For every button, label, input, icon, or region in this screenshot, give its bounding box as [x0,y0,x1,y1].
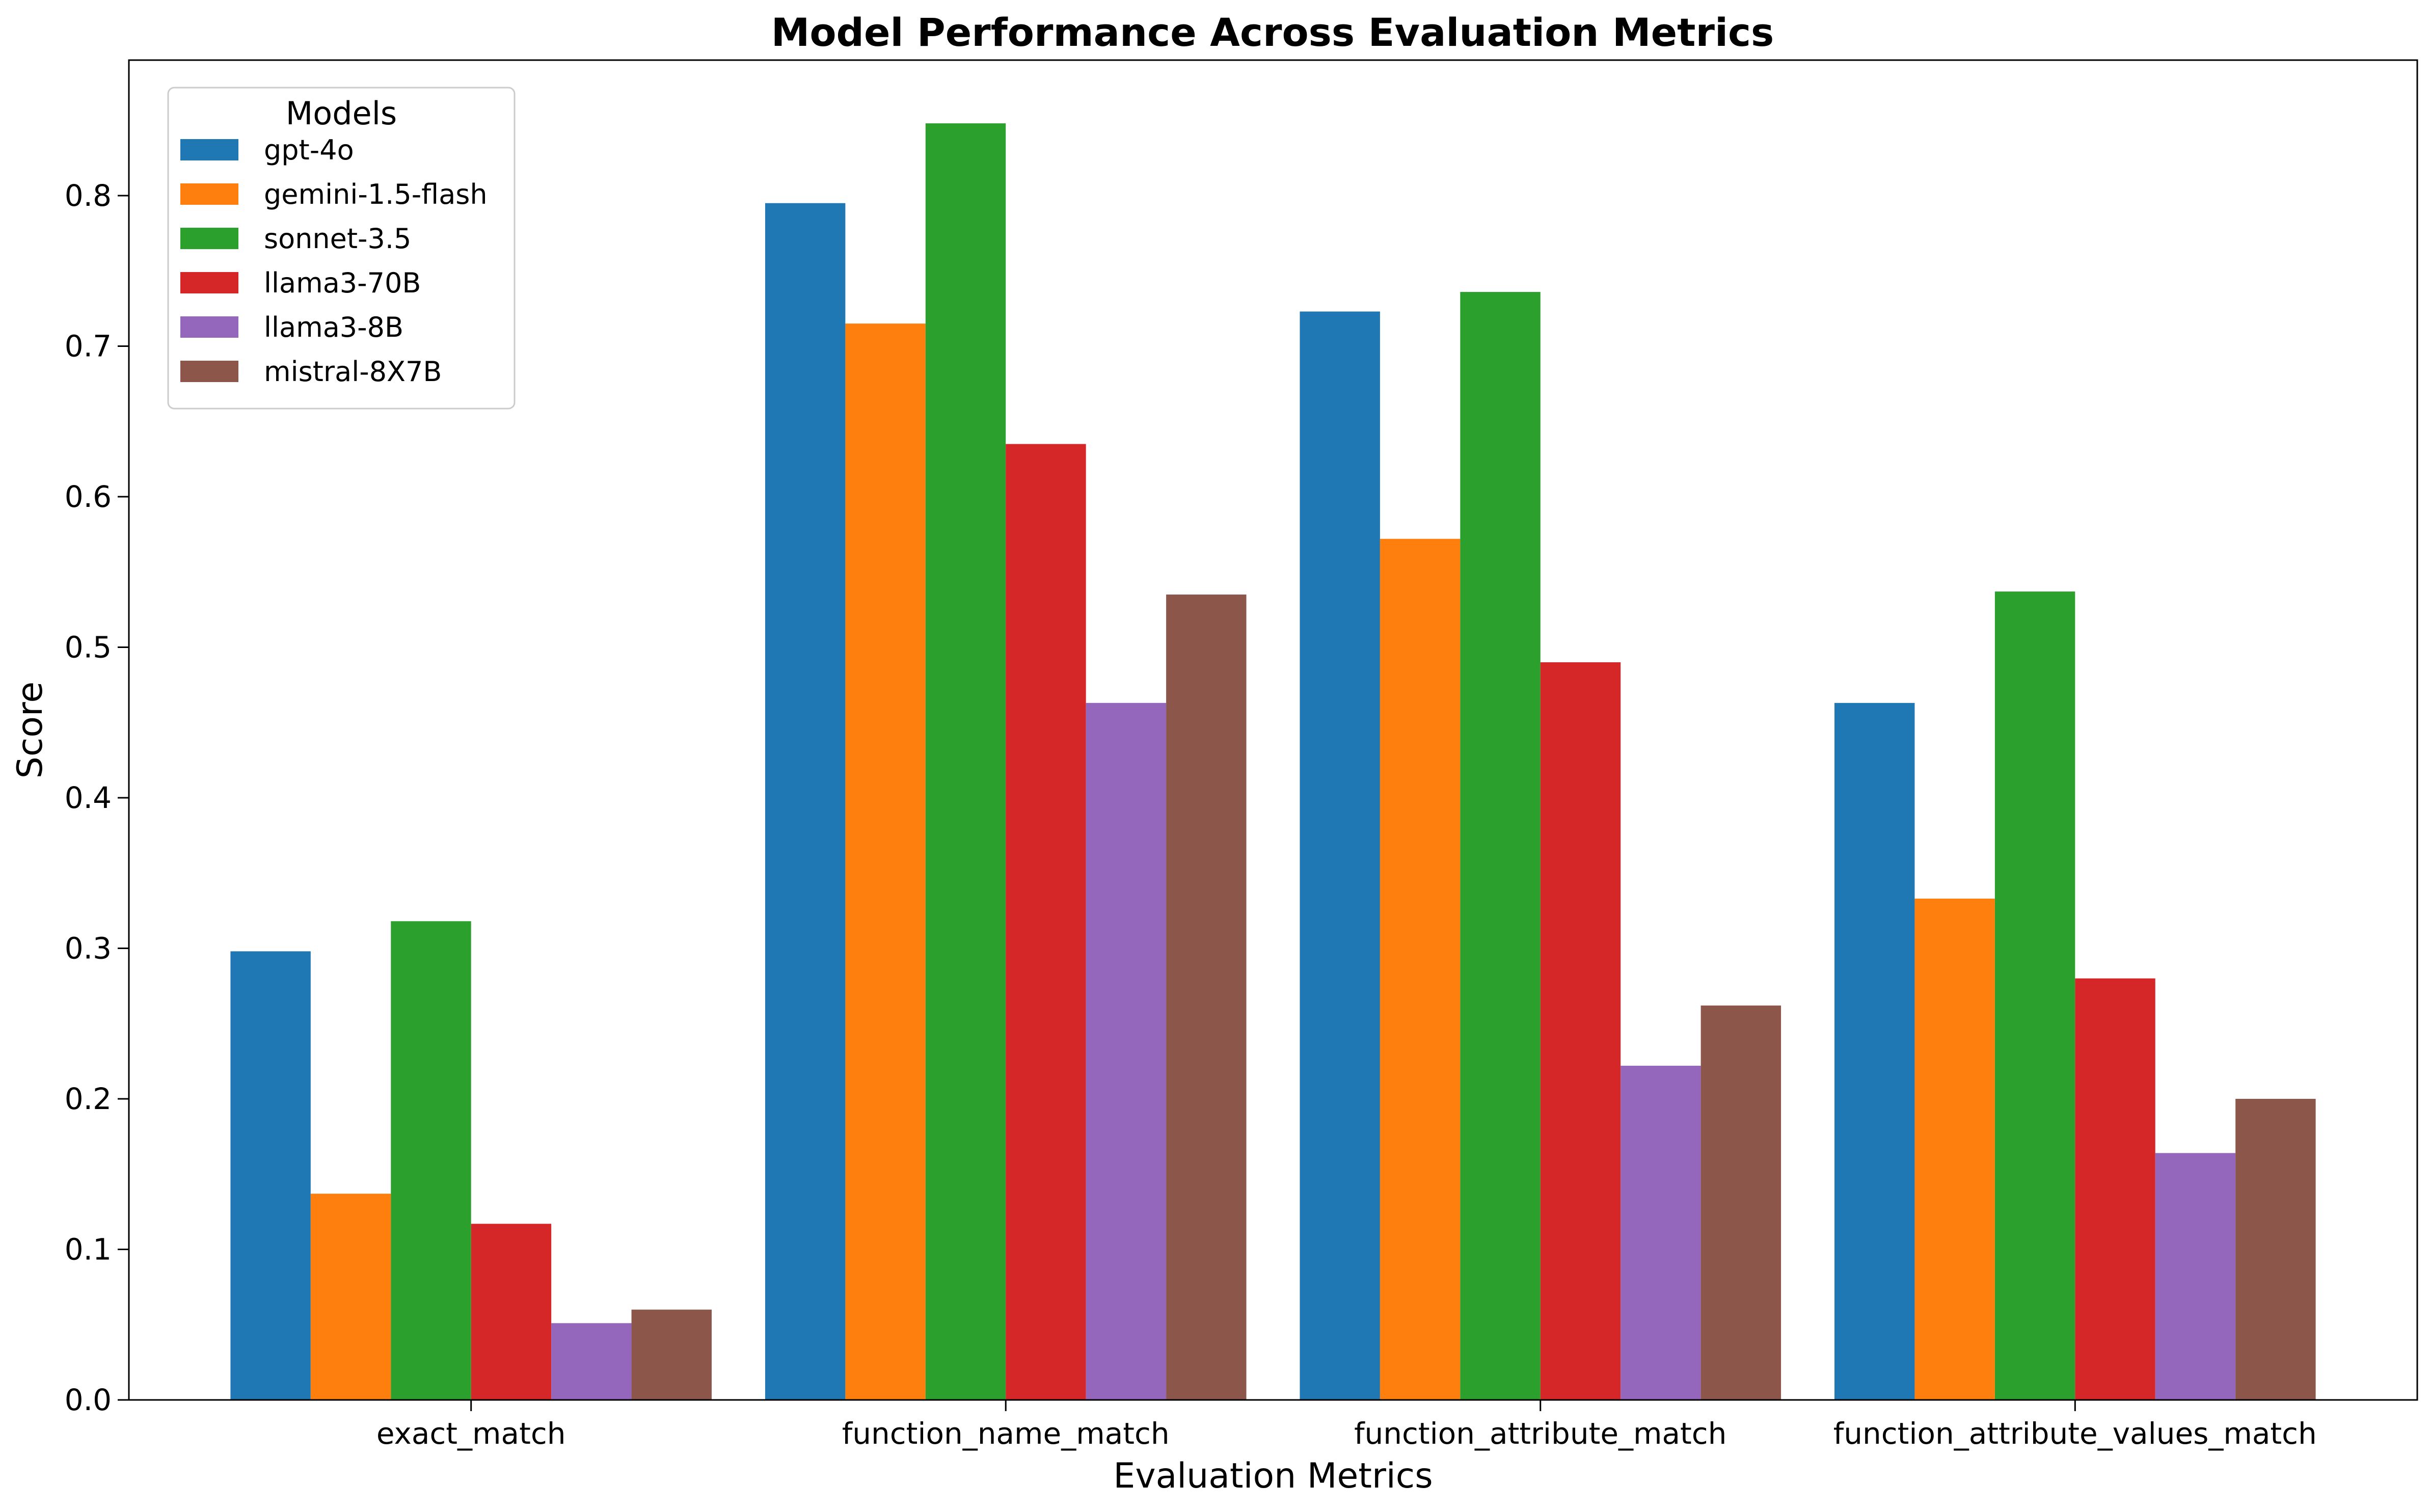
bar-gemini-1.5-flash-function_attribute_match [1380,538,1461,1400]
bar-sonnet-3.5-function_attribute_values_match [1994,591,2075,1400]
chart-title: Model Performance Across Evaluation Metr… [771,10,1774,55]
y-tick-label: 0.7 [65,329,112,363]
bar-gpt-4o-function_attribute_values_match [1834,703,1915,1400]
x-axis: exact_match function_name_match function_a… [376,1400,2317,1451]
legend-label: mistral-8X7B [264,356,442,388]
bar-sonnet-3.5-function_attribute_match [1460,292,1541,1400]
bars-group [230,123,2316,1400]
legend-title: Models [286,95,397,132]
legend-swatch [180,228,238,249]
bar-llama3-8B-function_attribute_match [1621,1065,1701,1400]
y-tick-label: 0.8 [65,178,112,213]
bar-sonnet-3.5-exact_match [391,921,471,1400]
legend-label: llama3-8B [264,311,403,343]
bar-mistral-8X7B-exact_match [631,1309,712,1400]
legend-swatch [180,361,238,382]
y-tick-label: 0.4 [65,780,112,815]
x-axis-label: Evaluation Metrics [1113,1456,1433,1496]
legend-label: gemini-1.5-flash [264,178,488,210]
bar-mistral-8X7B-function_attribute_match [1700,1005,1781,1400]
bar-llama3-8B-function_attribute_values_match [2155,1153,2236,1400]
bar-sonnet-3.5-function_name_match [925,123,1006,1400]
y-tick-label: 0.5 [65,630,112,664]
bar-mistral-8X7B-function_attribute_values_match [2235,1098,2316,1400]
legend-swatch [180,316,238,338]
y-tick-label: 0.3 [65,931,112,965]
plot-frame [128,59,2418,1401]
legend-box [167,87,516,410]
x-tick-label: function_attribute_values_match [1833,1416,2317,1451]
bar-gpt-4o-function_attribute_match [1300,311,1380,1400]
bar-llama3-8B-function_name_match [1086,703,1167,1400]
bar-gemini-1.5-flash-function_name_match [845,323,926,1400]
bar-llama3-70B-exact_match [471,1224,552,1400]
legend-label: sonnet-3.5 [264,223,411,255]
bar-llama3-8B-exact_match [551,1323,632,1400]
y-tick-label: 0.2 [65,1082,112,1116]
y-tick-label: 0.1 [65,1232,112,1266]
bar-llama3-70B-function_name_match [1006,444,1086,1400]
x-tick-label: exact_match [376,1416,566,1451]
bar-gpt-4o-exact_match [230,951,311,1400]
bar-llama3-70B-function_attribute_values_match [2075,978,2155,1400]
y-axis-label: Score [10,682,50,778]
x-tick-label: function_attribute_match [1354,1416,1726,1451]
legend-swatch [180,272,238,293]
bar-gemini-1.5-flash-exact_match [310,1194,391,1400]
legend-label: gpt-4o [264,134,354,166]
bar-llama3-70B-function_attribute_match [1540,662,1621,1400]
legend-swatch [180,139,238,160]
y-tick-label: 0.6 [65,479,112,514]
bar-gpt-4o-function_name_match [765,203,846,1400]
bar-mistral-8X7B-function_name_match [1166,595,1247,1400]
legend-swatch [180,183,238,205]
x-tick-label: function_name_match [842,1416,1170,1451]
y-tick-label: 0.0 [65,1383,112,1417]
legend-label: llama3-70B [264,267,421,299]
bar-gemini-1.5-flash-function_attribute_values_match [1914,898,1995,1400]
y-axis: 0.0 0.1 0.2 0.3 0.4 0.5 0.6 0.7 0.8 [65,178,129,1417]
